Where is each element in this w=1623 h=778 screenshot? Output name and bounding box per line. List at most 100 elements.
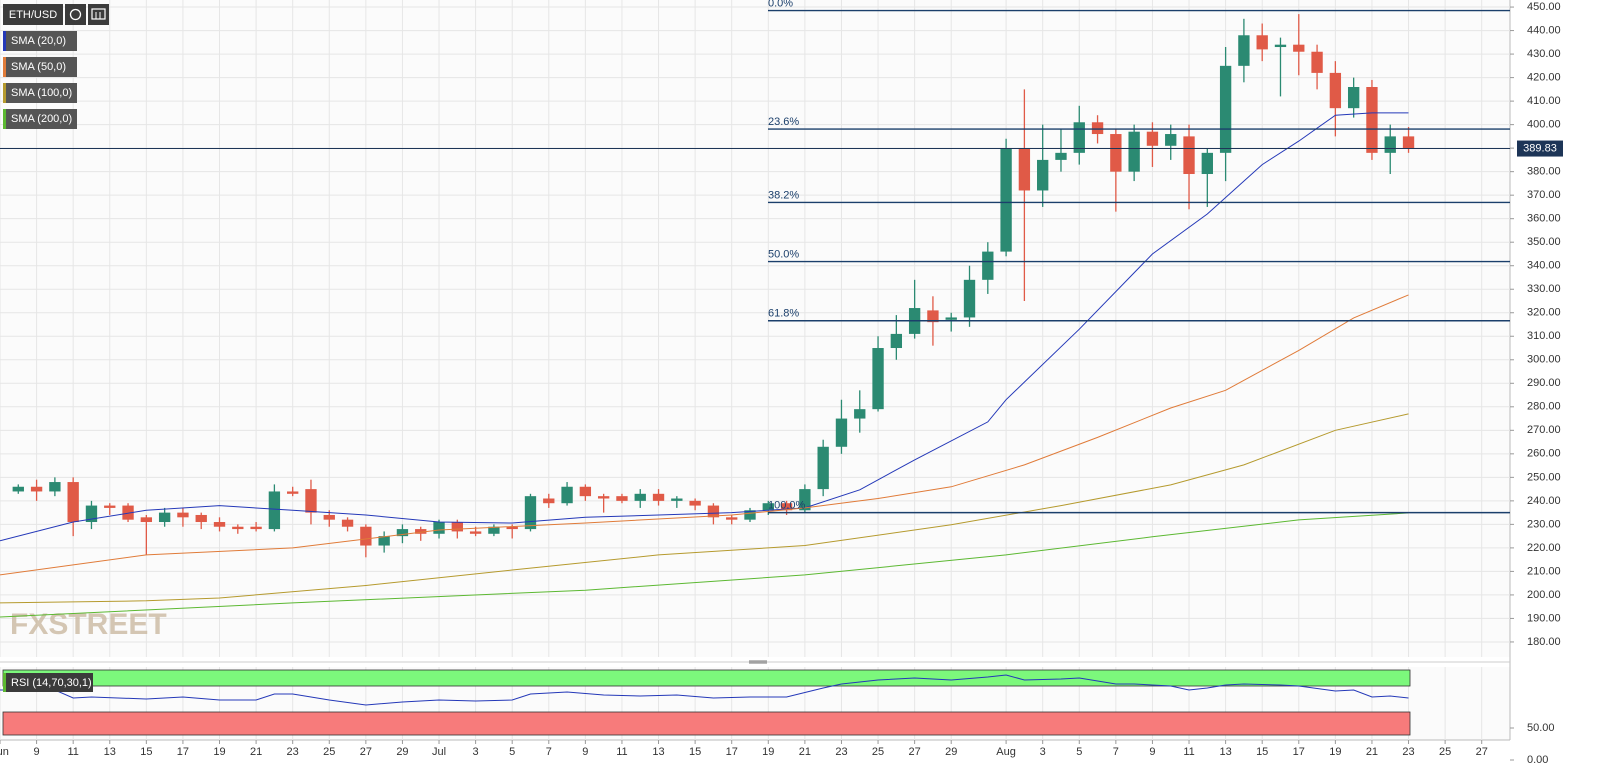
x-tick-label: 25 — [872, 746, 884, 758]
plot-background — [0, 0, 1510, 657]
x-tick-label: 27 — [909, 746, 921, 758]
candle-body — [689, 500, 701, 506]
candle-body — [854, 409, 866, 419]
y-tick-label: 300.00 — [1527, 354, 1561, 366]
x-tick-label: 9 — [582, 746, 588, 758]
candle-body — [762, 503, 774, 511]
marks-layer — [0, 9, 1510, 618]
x-tick-label: 27 — [360, 746, 372, 758]
candle-body — [1329, 72, 1342, 109]
refresh-button[interactable] — [65, 4, 86, 25]
rsi-oversold-band — [2, 711, 1411, 736]
legend-swatch — [3, 83, 6, 103]
y-tick-label: 280.00 — [1527, 401, 1561, 413]
x-tick-label: 25 — [323, 746, 335, 758]
x-tick-label: 17 — [1293, 746, 1305, 758]
candle-body — [433, 522, 445, 534]
x-tick-label: 15 — [689, 746, 701, 758]
candle-body — [597, 496, 610, 499]
x-tick-label: 19 — [213, 746, 225, 758]
candle-body — [122, 505, 134, 520]
x-tick-label: 21 — [799, 746, 811, 758]
y-tick-label: 180.00 — [1527, 636, 1561, 648]
candle-body — [213, 522, 226, 527]
sma-line — [0, 413, 1409, 604]
x-tick-label: 23 — [287, 746, 299, 758]
candle-body — [177, 512, 189, 518]
candle-body — [67, 482, 79, 523]
candle-body — [1000, 148, 1012, 252]
candle-body — [1183, 136, 1195, 175]
candle-body — [469, 531, 482, 534]
candle-body — [835, 418, 848, 447]
settings-button[interactable] — [88, 4, 109, 25]
candle-body — [232, 526, 244, 530]
candle-body — [287, 491, 299, 494]
legend-swatch — [3, 109, 6, 129]
candle-body — [1037, 159, 1049, 191]
candle-body — [12, 486, 24, 492]
candle-body — [1146, 131, 1159, 146]
candle-body — [195, 514, 207, 523]
candle-body — [396, 529, 409, 537]
x-tick-label: 17 — [177, 746, 189, 758]
candle-body — [799, 489, 811, 511]
x-tick-label: 11 — [67, 746, 78, 758]
x-tick-label: 27 — [1476, 746, 1488, 758]
legend-label: SMA (200,0) — [11, 113, 72, 125]
candle-body — [963, 279, 976, 318]
x-tick-label: 17 — [726, 746, 738, 758]
x-tick-label: 5 — [1076, 746, 1082, 758]
x-tick-label: 13 — [104, 746, 116, 758]
candle-body — [305, 489, 317, 513]
x-tick-label: Aug — [996, 746, 1016, 758]
panel-grip[interactable] — [749, 660, 767, 664]
candle-body — [872, 348, 884, 410]
legend-box — [3, 109, 77, 129]
candle-body — [524, 496, 537, 530]
candle-body — [1256, 35, 1268, 50]
candle-body — [1366, 87, 1378, 153]
candle-body — [451, 522, 463, 532]
legend-label: SMA (20,0) — [11, 35, 66, 47]
x-tick-label: 13 — [1219, 746, 1231, 758]
x-tick-label: 5 — [509, 746, 515, 758]
candle-body — [1293, 44, 1305, 52]
fib-level-label: 50.0% — [768, 249, 799, 261]
y-tick-label: 310.00 — [1527, 330, 1561, 342]
candle-body — [158, 512, 171, 523]
y-tick-label: 230.00 — [1527, 518, 1561, 530]
y-tick-label: 410.00 — [1527, 95, 1561, 107]
candle-body — [634, 493, 646, 501]
x-tick-label: 25 — [1439, 746, 1451, 758]
legend-box — [3, 31, 77, 51]
candle-body — [1201, 152, 1213, 175]
candle-body — [1073, 122, 1085, 153]
last-price-label: 389.83 — [1523, 142, 1557, 154]
rsi-overbought-band — [2, 669, 1411, 687]
y-tick-label: 50.00 — [1527, 722, 1555, 734]
y-tick-label: 420.00 — [1527, 72, 1561, 84]
sma-line — [0, 512, 1409, 618]
y-tick-label: 270.00 — [1527, 424, 1561, 436]
candle-body — [780, 503, 793, 511]
candle-body — [1402, 136, 1415, 149]
x-tick-label: 23 — [835, 746, 847, 758]
x-tick-label: 29 — [396, 746, 408, 758]
candle-body — [561, 486, 573, 504]
candle-body — [707, 505, 720, 518]
candle-body — [506, 526, 518, 530]
title-box — [3, 4, 63, 25]
x-tick-label: 21 — [1366, 746, 1378, 758]
candle-body — [1238, 35, 1250, 66]
candle-body — [927, 310, 939, 323]
legend-box — [3, 83, 77, 103]
candle-body — [616, 496, 628, 501]
last-price-box — [1517, 140, 1563, 157]
y-tick-label: 340.00 — [1527, 260, 1561, 272]
candle-body — [85, 505, 98, 523]
candle-body — [1274, 44, 1287, 48]
y-tick-label: 360.00 — [1527, 213, 1561, 225]
x-tick-label: 3 — [473, 746, 479, 758]
